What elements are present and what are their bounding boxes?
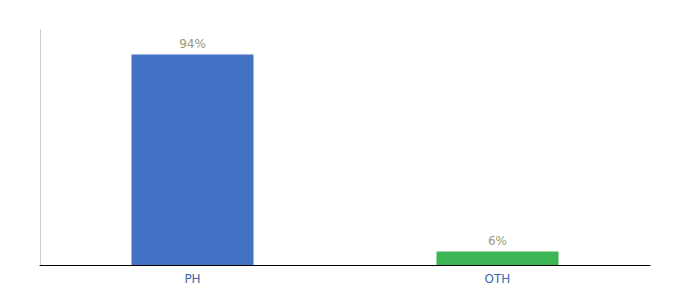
svg-text:PH: PH [184, 272, 200, 286]
svg-text:94%: 94% [179, 37, 206, 51]
svg-text:6%: 6% [488, 234, 507, 248]
svg-text:OTH: OTH [485, 272, 511, 286]
